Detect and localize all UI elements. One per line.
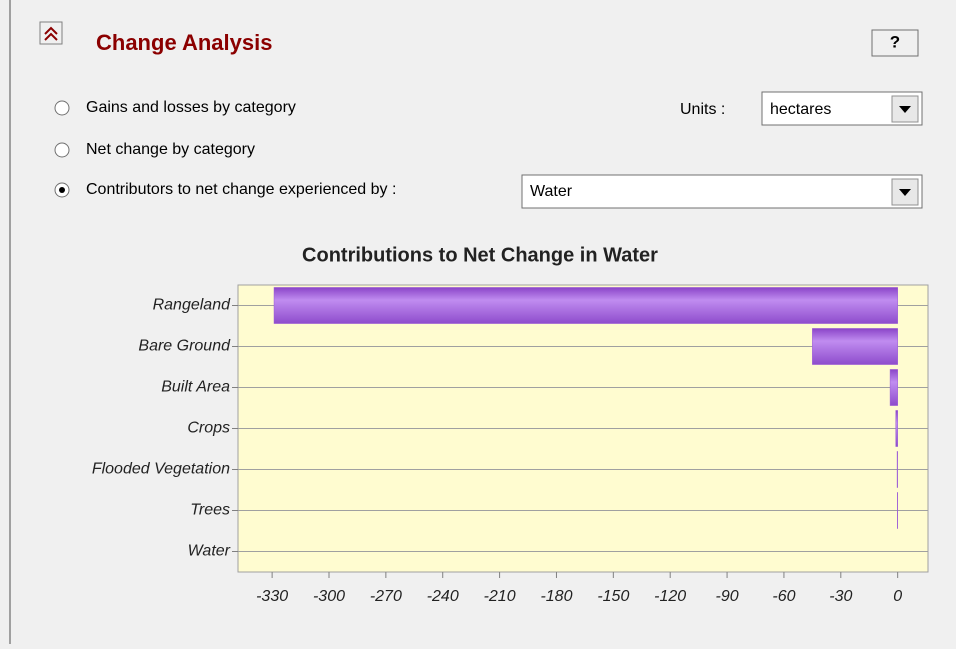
x-tick-label: 0: [893, 588, 902, 605]
bar: [274, 287, 898, 323]
collapse-button[interactable]: [40, 22, 62, 44]
x-tick-label: -30: [829, 588, 852, 605]
x-tick-label: -90: [716, 588, 739, 605]
x-tick-label: -270: [370, 588, 402, 605]
radio-label[interactable]: Gains and losses by category: [86, 99, 296, 116]
y-tick-label: Trees: [190, 502, 230, 519]
radio-label[interactable]: Contributors to net change experienced b…: [86, 181, 396, 198]
chart-title: Contributions to Net Change in Water: [302, 244, 658, 266]
radio-dot[interactable]: [59, 187, 65, 193]
x-tick-label: -300: [313, 588, 345, 605]
help-label[interactable]: ?: [890, 32, 900, 51]
x-tick-label: -150: [597, 588, 629, 605]
y-tick-label: Rangeland: [153, 297, 232, 314]
x-tick-label: -240: [427, 588, 459, 605]
y-tick-label: Bare Ground: [138, 338, 231, 355]
units-value[interactable]: hectares: [770, 101, 831, 118]
x-tick-label: -180: [540, 588, 572, 605]
bar: [812, 328, 897, 364]
bar: [890, 369, 898, 405]
radio-label[interactable]: Net change by category: [86, 141, 255, 158]
target-dropdown[interactable]: [522, 175, 922, 208]
x-tick-label: -330: [256, 588, 288, 605]
x-tick-label: -120: [654, 588, 686, 605]
panel-title: Change Analysis: [96, 30, 272, 55]
radio-button[interactable]: [55, 143, 69, 157]
y-tick-label: Flooded Vegetation: [92, 461, 230, 478]
y-tick-label: Water: [188, 543, 231, 560]
y-tick-label: Crops: [187, 420, 230, 437]
units-label: Units :: [680, 101, 725, 118]
x-tick-label: -210: [484, 588, 516, 605]
y-tick-label: Built Area: [161, 379, 230, 396]
x-tick-label: -60: [772, 588, 795, 605]
radio-button[interactable]: [55, 101, 69, 115]
target-value[interactable]: Water: [530, 183, 573, 200]
bar: [896, 410, 898, 446]
bar: [897, 451, 898, 487]
